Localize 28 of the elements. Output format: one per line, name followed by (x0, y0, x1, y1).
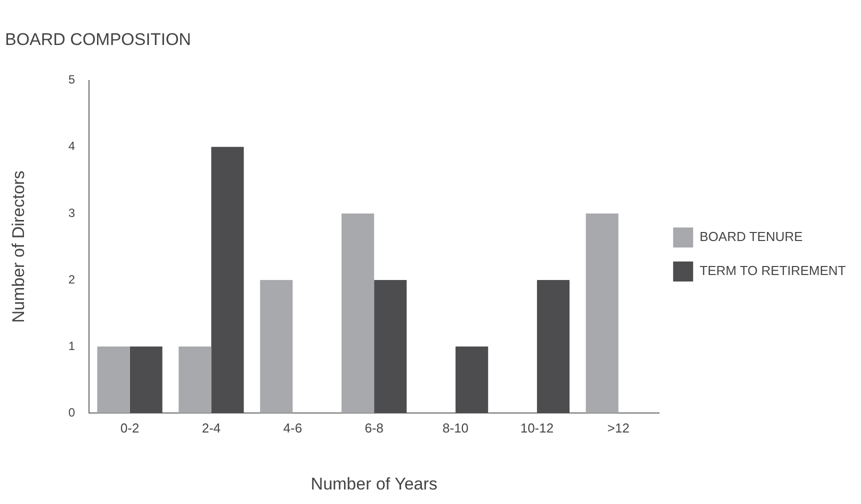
y-tick-label: 2 (68, 272, 76, 286)
x-tick-label: 2-4 (202, 420, 221, 436)
y-tick-label: 1 (68, 338, 76, 353)
x-tick-label: 4-6 (283, 420, 302, 436)
bar (536, 280, 570, 413)
bar (260, 280, 293, 413)
x-tick-label: 6-8 (364, 420, 384, 436)
y-axis-title: Number of Directors (8, 170, 28, 323)
bar (178, 346, 212, 413)
x-tick-label: 10-12 (520, 420, 554, 436)
chart-title: BOARD COMPOSITION (5, 30, 192, 49)
bar (342, 213, 374, 413)
x-tick-label: 8-10 (442, 420, 469, 436)
bar (211, 146, 244, 413)
bar (456, 346, 488, 413)
bar (97, 346, 130, 413)
bar (374, 280, 407, 413)
legend-label: TERM TO RETIREMENT (700, 263, 846, 278)
y-tick-label: 3 (68, 206, 76, 220)
x-tick-label: >12 (607, 420, 630, 436)
bar (586, 213, 618, 413)
y-tick-label: 4 (68, 139, 76, 154)
y-tick-label: 0 (68, 405, 76, 420)
y-tick-label: 5 (68, 72, 76, 87)
x-axis-title: Number of Years (310, 474, 438, 494)
bar (130, 346, 162, 413)
x-tick-label: 0-2 (120, 420, 140, 436)
legend-label: BOARD TENURE (700, 229, 804, 244)
